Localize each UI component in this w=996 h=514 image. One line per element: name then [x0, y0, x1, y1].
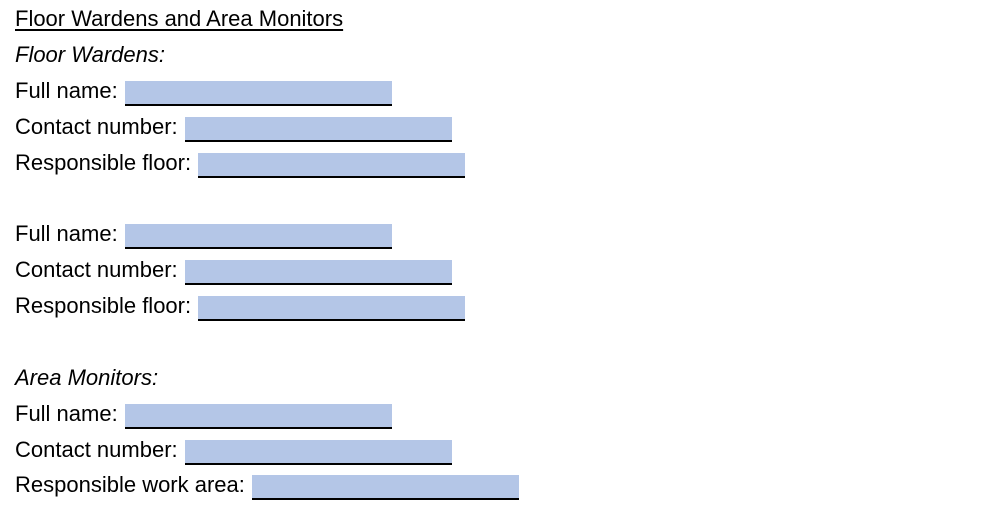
contact-number-label: Contact number: [15, 257, 178, 282]
monitor-1-responsible-work-area-field[interactable] [251, 475, 519, 500]
contact-number-label: Contact number: [15, 114, 178, 139]
area-monitors-heading: Area Monitors: [15, 365, 158, 391]
warden-2-contact-number-field[interactable] [184, 260, 452, 285]
warden-1-floor-row: Responsible floor: [15, 150, 466, 178]
monitor-1-full-name-field[interactable] [124, 404, 392, 429]
full-name-label: Full name: [15, 78, 118, 103]
full-name-label: Full name: [15, 401, 118, 426]
responsible-floor-label: Responsible floor: [15, 293, 192, 318]
warden-2-responsible-floor-field[interactable] [198, 296, 466, 321]
warden-1-responsible-floor-field[interactable] [198, 153, 466, 178]
warden-2-full-name-row: Full name: [15, 221, 392, 249]
warden-2-full-name-field[interactable] [124, 224, 392, 249]
warden-2-contact-row: Contact number: [15, 257, 452, 285]
contact-number-label: Contact number: [15, 437, 178, 462]
monitor-1-area-row: Responsible work area: [15, 472, 519, 500]
floor-wardens-heading-text: Floor Wardens: [15, 42, 165, 67]
monitor-1-full-name-row: Full name: [15, 401, 392, 429]
warden-1-full-name-row: Full name: [15, 78, 392, 106]
floor-wardens-heading: Floor Wardens: [15, 42, 165, 68]
monitor-1-contact-number-field[interactable] [184, 440, 452, 465]
warden-1-contact-number-field[interactable] [184, 117, 452, 142]
responsible-work-area-label: Responsible work area: [15, 472, 245, 497]
warden-2-floor-row: Responsible floor: [15, 293, 466, 321]
full-name-label: Full name: [15, 221, 118, 246]
monitor-1-contact-row: Contact number: [15, 437, 452, 465]
area-monitors-heading-text: Area Monitors: [15, 365, 159, 390]
warden-1-contact-row: Contact number: [15, 114, 452, 142]
responsible-floor-label: Responsible floor: [15, 150, 192, 175]
form-title-text: Floor Wardens and Area Monitors [15, 6, 344, 31]
warden-1-full-name-field[interactable] [124, 81, 392, 106]
form-title: Floor Wardens and Area Monitors [15, 6, 343, 32]
